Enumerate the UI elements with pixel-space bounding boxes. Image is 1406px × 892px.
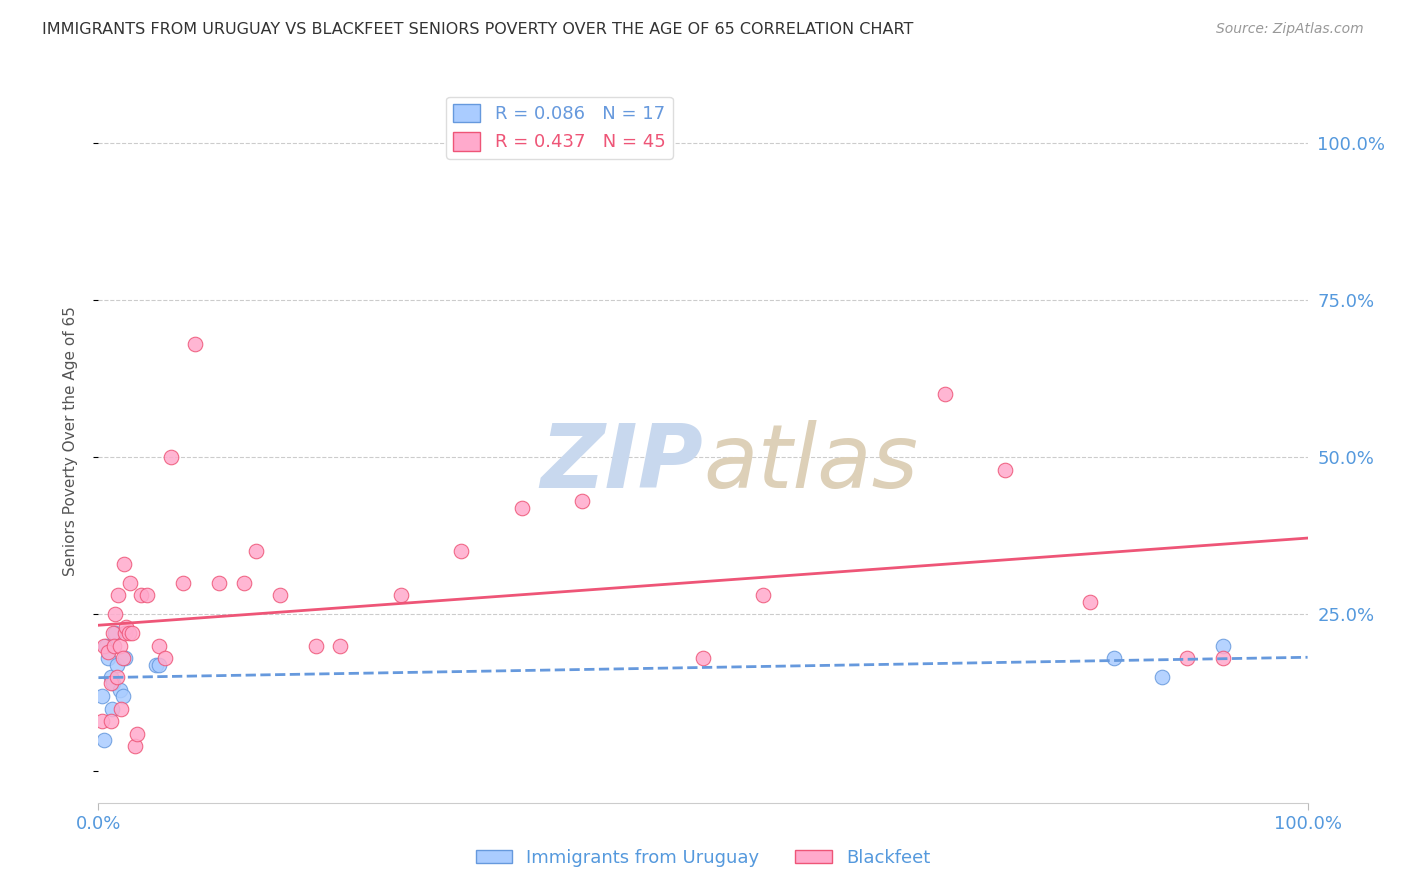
Text: atlas: atlas [703, 420, 918, 507]
Point [1152, 670, 1174, 684]
Point [135, 589, 157, 603]
Point [129, 589, 152, 603]
Point [91, 714, 114, 728]
Point [100, 670, 122, 684]
Point [94, 639, 117, 653]
Point [1212, 639, 1234, 653]
Point [124, 739, 146, 754]
Point [91, 689, 114, 703]
Point [93, 639, 115, 653]
Text: Source: ZipAtlas.com: Source: ZipAtlas.com [1216, 22, 1364, 37]
Point [121, 626, 143, 640]
Point [108, 682, 131, 697]
Point [105, 657, 128, 672]
Point [103, 639, 125, 653]
Point [127, 727, 149, 741]
Text: ZIP: ZIP [540, 420, 703, 507]
Point [305, 639, 328, 653]
Point [934, 387, 956, 401]
Point [118, 626, 141, 640]
Point [160, 450, 183, 465]
Point [97, 651, 120, 665]
Point [105, 670, 128, 684]
Point [1212, 651, 1234, 665]
Point [329, 639, 352, 653]
Point [232, 575, 254, 590]
Legend: R = 0.086   N = 17, R = 0.437   N = 45: R = 0.086 N = 17, R = 0.437 N = 45 [446, 96, 672, 159]
Point [450, 544, 472, 558]
Point [1175, 651, 1198, 665]
Point [100, 676, 122, 690]
Point [101, 626, 124, 640]
Point [571, 494, 593, 508]
Point [104, 607, 127, 622]
Point [115, 620, 138, 634]
Point [114, 651, 136, 665]
Point [184, 337, 207, 351]
Point [114, 626, 136, 640]
Point [108, 639, 131, 653]
Point [97, 645, 120, 659]
Point [208, 575, 231, 590]
Point [145, 657, 167, 672]
Point [1078, 595, 1101, 609]
Point [153, 651, 176, 665]
Point [148, 639, 170, 653]
Point [692, 651, 714, 665]
Point [269, 589, 291, 603]
Point [148, 657, 170, 672]
Point [245, 544, 267, 558]
Point [994, 463, 1017, 477]
Text: IMMIGRANTS FROM URUGUAY VS BLACKFEET SENIORS POVERTY OVER THE AGE OF 65 CORRELAT: IMMIGRANTS FROM URUGUAY VS BLACKFEET SEN… [42, 22, 914, 37]
Point [110, 701, 132, 715]
Point [112, 557, 135, 571]
Point [172, 575, 194, 590]
Point [111, 651, 134, 665]
Y-axis label: Seniors Poverty Over the Age of 65: Seniors Poverty Over the Age of 65 [63, 307, 77, 576]
Point [100, 714, 122, 728]
Point [1102, 651, 1125, 665]
Point [752, 589, 775, 603]
Point [101, 676, 124, 690]
Point [118, 575, 141, 590]
Point [111, 689, 134, 703]
Point [104, 626, 127, 640]
Legend: Immigrants from Uruguay, Blackfeet: Immigrants from Uruguay, Blackfeet [468, 842, 938, 874]
Point [389, 589, 412, 603]
Point [93, 733, 115, 747]
Point [107, 589, 129, 603]
Point [100, 701, 122, 715]
Point [510, 500, 533, 515]
